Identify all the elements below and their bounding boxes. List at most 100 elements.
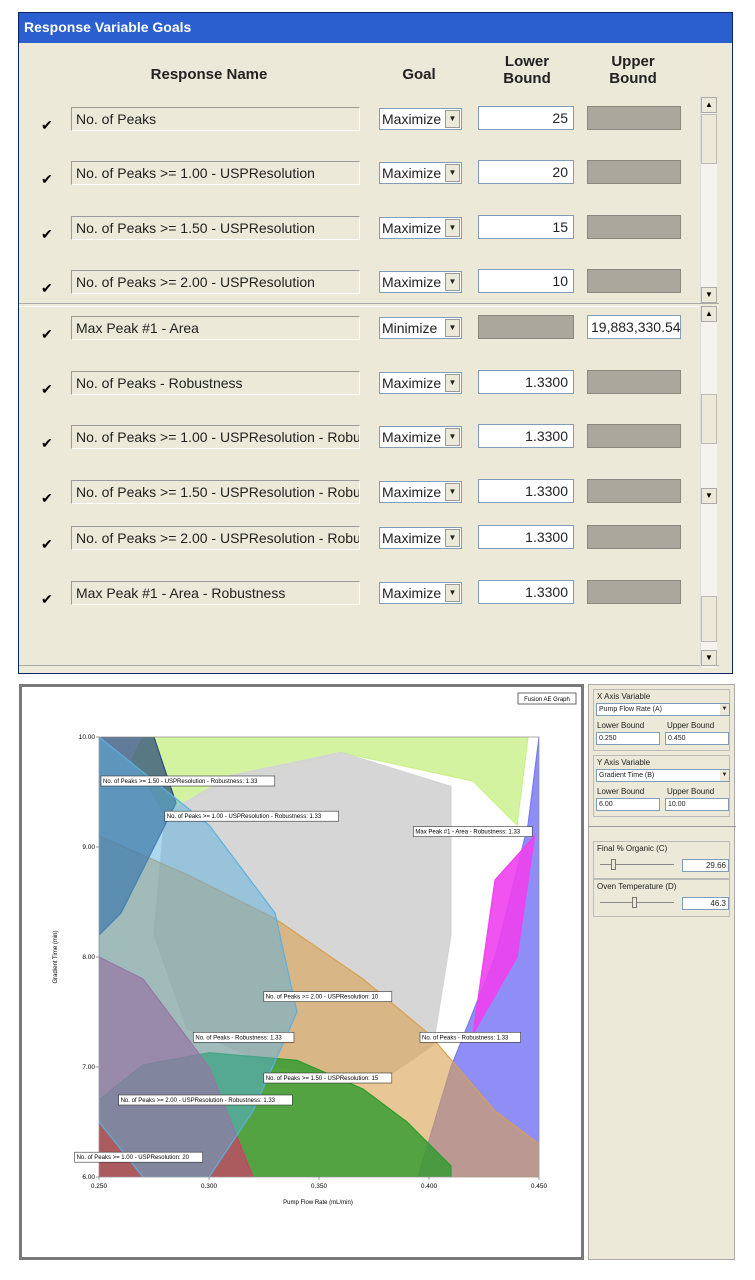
chevron-down-icon[interactable]: ▼ xyxy=(445,110,460,128)
chevron-down-icon[interactable]: ▼ xyxy=(445,529,460,547)
upper-bound-input[interactable] xyxy=(587,580,681,604)
scroll-up-button[interactable]: ▲ xyxy=(701,97,717,113)
chevron-down-icon[interactable]: ▼ xyxy=(445,483,460,501)
contour-label-box xyxy=(100,775,276,787)
final-organic-label: Final % Organic (C) xyxy=(597,844,668,853)
final-organic-value-input[interactable]: 29.66 xyxy=(682,859,729,872)
goal-select[interactable]: Maximize ▼ xyxy=(379,162,462,184)
goal-select[interactable]: Maximize ▼ xyxy=(379,271,462,293)
x-tick-label: 0.400 xyxy=(421,1183,438,1190)
y-lower-bound-input[interactable]: 6.00 xyxy=(596,798,660,811)
goal-select[interactable]: Maximize ▼ xyxy=(379,372,462,394)
header-upper-bound: Upper Bound xyxy=(585,53,681,87)
lower-bound-input[interactable]: 1.3300 xyxy=(478,525,574,549)
response-name-field: No. of Peaks - Robustness xyxy=(71,371,360,395)
lower-bound-input[interactable]: 1.3300 xyxy=(478,370,574,394)
contour-label-text: No. of Peaks - Robustness: 1.33 xyxy=(422,1035,509,1041)
upper-bound-input[interactable] xyxy=(587,215,681,239)
upper-list-scrollbar[interactable]: ▲ ▼ xyxy=(700,97,717,303)
final-organic-slider-track[interactable] xyxy=(600,864,674,865)
y-tick-label: 10.00 xyxy=(79,734,96,741)
fusion-ae-graph-panel: Fusion AE Graph 0.250 0.300 0.350 0.400 0.45… xyxy=(19,684,584,1260)
oven-temp-slider-track[interactable] xyxy=(600,902,674,903)
contour-label: No. of Peaks >= 1.50 - USPResolution: 15 xyxy=(263,1072,393,1084)
row-enabled-checkbox[interactable]: ✔ xyxy=(41,536,53,552)
lower-bound-input[interactable]: 1.3300 xyxy=(478,479,574,503)
x-tick-label: 0.350 xyxy=(311,1183,328,1190)
row-enabled-checkbox[interactable]: ✔ xyxy=(41,326,53,342)
upper-bound-input[interactable] xyxy=(587,106,681,130)
chevron-down-icon[interactable]: ▼ xyxy=(445,164,460,182)
chevron-down-icon[interactable]: ▼ xyxy=(720,770,729,781)
oven-temp-value-input[interactable]: 46.3 xyxy=(682,897,729,910)
y-variable-select[interactable]: Gradient Time (B) ▼ xyxy=(596,769,730,782)
contour-label: No. of Peaks >= 1.50 - USPResolution - R… xyxy=(100,775,276,787)
scroll-down-button[interactable]: ▼ xyxy=(701,287,717,303)
lower-bound-input[interactable]: 15 xyxy=(478,215,574,239)
chevron-down-icon[interactable]: ▼ xyxy=(445,219,460,237)
oven-temp-slider-thumb[interactable] xyxy=(631,897,637,908)
upper-bound-input[interactable]: 19,883,330.54 xyxy=(587,315,681,339)
upper-bound-input[interactable] xyxy=(587,424,681,448)
upper-bound-input[interactable] xyxy=(587,525,681,549)
overlay-graph[interactable]: Fusion AE Graph 0.250 0.300 0.350 0.400 0.45… xyxy=(22,687,581,1257)
chevron-down-icon[interactable]: ▼ xyxy=(445,374,460,392)
goal-select[interactable]: Maximize ▼ xyxy=(379,481,462,503)
y-upper-bound-input[interactable]: 10.00 xyxy=(665,798,729,811)
contour-label-box xyxy=(419,1031,521,1043)
scroll-thumb[interactable] xyxy=(701,114,717,164)
upper-bound-input[interactable] xyxy=(587,160,681,184)
bottom-list-scrollbar[interactable]: ▼ xyxy=(700,504,717,668)
row-enabled-checkbox[interactable]: ✔ xyxy=(41,280,53,296)
x-variable-select[interactable]: Pump Flow Rate (A) ▼ xyxy=(596,703,730,716)
goal-select[interactable]: Maximize ▼ xyxy=(379,527,462,549)
scroll-down-button[interactable]: ▼ xyxy=(701,650,717,666)
upper-bound-input[interactable] xyxy=(587,370,681,394)
upper-bound-input[interactable] xyxy=(587,479,681,503)
lower-bound-input[interactable]: 1.3300 xyxy=(478,580,574,604)
contour-label-box xyxy=(164,810,339,822)
lower-list-scrollbar[interactable]: ▲ ▼ xyxy=(700,306,717,504)
oven-temp-group: Oven Temperature (D) 46.3 xyxy=(593,879,730,917)
scroll-thumb[interactable] xyxy=(701,596,717,642)
chevron-down-icon[interactable]: ▼ xyxy=(445,319,460,337)
row-enabled-checkbox[interactable]: ✔ xyxy=(41,435,53,451)
chevron-down-icon[interactable]: ▼ xyxy=(445,584,460,602)
scroll-thumb[interactable] xyxy=(701,394,717,444)
row-enabled-checkbox[interactable]: ✔ xyxy=(41,490,53,506)
lower-bound-input[interactable]: 1.3300 xyxy=(478,424,574,448)
upper-bound-input[interactable] xyxy=(587,269,681,293)
response-name-field: No. of Peaks >= 2.00 - USPResolution - R… xyxy=(71,526,360,550)
lower-bound-input[interactable]: 20 xyxy=(478,160,574,184)
goal-select[interactable]: Maximize ▼ xyxy=(379,426,462,448)
chevron-down-icon[interactable]: ▼ xyxy=(445,273,460,291)
chevron-down-icon[interactable]: ▼ xyxy=(445,428,460,446)
response-row: ✔ No. of Peaks >= 2.00 - USPResolution Max… xyxy=(19,269,702,309)
final-organic-slider-thumb[interactable] xyxy=(610,859,616,870)
row-enabled-checkbox[interactable]: ✔ xyxy=(41,381,53,397)
row-enabled-checkbox[interactable]: ✔ xyxy=(41,591,53,607)
goal-select[interactable]: Minimize ▼ xyxy=(379,317,462,339)
x-tick-label: 0.250 xyxy=(91,1183,108,1190)
response-name-field: No. of Peaks >= 1.50 - USPResolution xyxy=(71,216,360,240)
row-enabled-checkbox[interactable]: ✔ xyxy=(41,171,53,187)
dialog-titlebar: Response Variable Goals xyxy=(19,13,732,43)
chevron-down-icon[interactable]: ▼ xyxy=(720,704,729,715)
goal-select[interactable]: Maximize ▼ xyxy=(379,108,462,130)
fusion-ae-graph-button[interactable]: Fusion AE Graph xyxy=(517,692,577,705)
fusion-ae-graph-button-label: Fusion AE Graph xyxy=(524,697,570,703)
scroll-down-button[interactable]: ▼ xyxy=(701,488,717,504)
response-row: ✔ No. of Peaks >= 1.50 - USPResolution - … xyxy=(19,479,702,519)
lower-bound-input[interactable]: 25 xyxy=(478,106,574,130)
row-enabled-checkbox[interactable]: ✔ xyxy=(41,226,53,242)
lower-bound-input[interactable] xyxy=(478,315,574,339)
goal-select[interactable]: Maximize ▼ xyxy=(379,217,462,239)
y-tick-label: 8.00 xyxy=(82,954,95,961)
row-enabled-checkbox[interactable]: ✔ xyxy=(41,117,53,133)
x-axis-variable-label: X Axis Variable xyxy=(597,692,651,701)
x-lower-bound-input[interactable]: 0.250 xyxy=(596,732,660,745)
lower-bound-input[interactable]: 10 xyxy=(478,269,574,293)
goal-select[interactable]: Maximize ▼ xyxy=(379,582,462,604)
x-upper-bound-input[interactable]: 0.450 xyxy=(665,732,729,745)
scroll-up-button[interactable]: ▲ xyxy=(701,306,717,322)
